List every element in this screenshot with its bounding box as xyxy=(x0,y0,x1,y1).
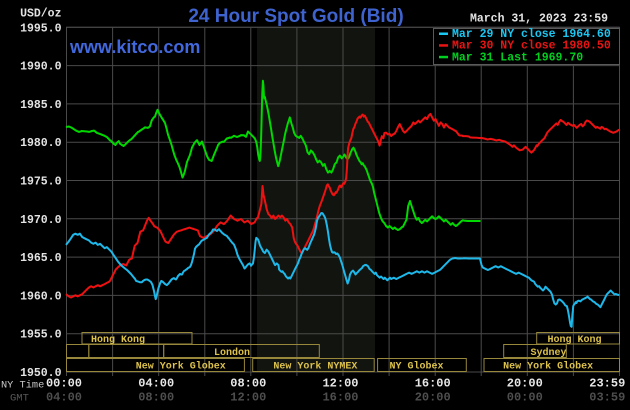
svg-text:04:00: 04:00 xyxy=(46,391,82,405)
svg-text:24 Hour Spot Gold (Bid): 24 Hour Spot Gold (Bid) xyxy=(188,6,403,27)
svg-text:New York Globex: New York Globex xyxy=(136,360,226,372)
svg-text:12:00: 12:00 xyxy=(230,391,266,405)
svg-text:March 31, 2023 23:59: March 31, 2023 23:59 xyxy=(470,13,608,26)
svg-text:00:00: 00:00 xyxy=(46,377,82,391)
svg-text:GMT: GMT xyxy=(10,392,29,404)
svg-text:Sydney: Sydney xyxy=(530,347,566,359)
svg-text:1965.0: 1965.0 xyxy=(20,252,62,265)
svg-text:1995.0: 1995.0 xyxy=(20,22,62,35)
svg-text:Mar 30 NY close 1980.50: Mar 30 NY close 1980.50 xyxy=(452,40,611,53)
svg-text:www.kitco.com: www.kitco.com xyxy=(69,37,200,57)
svg-text:USD/oz: USD/oz xyxy=(20,8,62,21)
svg-text:1960.0: 1960.0 xyxy=(20,290,62,303)
svg-text:Mar 31 Last 1969.70: Mar 31 Last 1969.70 xyxy=(452,51,583,64)
svg-text:Hong Kong: Hong Kong xyxy=(91,335,145,346)
svg-text:08:00: 08:00 xyxy=(230,377,266,391)
svg-text:20:00: 20:00 xyxy=(507,377,543,391)
svg-text:1950.0: 1950.0 xyxy=(20,367,62,380)
svg-text:Mar 29 NY close 1964.60: Mar 29 NY close 1964.60 xyxy=(452,28,611,41)
svg-text:New York NYMEX: New York NYMEX xyxy=(273,360,357,372)
svg-text:16:00: 16:00 xyxy=(415,377,451,391)
svg-text:Hong Kong: Hong Kong xyxy=(547,335,601,346)
svg-text:16:00: 16:00 xyxy=(322,391,358,405)
svg-text:20:00: 20:00 xyxy=(415,391,451,405)
svg-text:23:59: 23:59 xyxy=(589,377,625,391)
svg-text:New York Globex: New York Globex xyxy=(503,360,593,372)
svg-text:04:00: 04:00 xyxy=(138,377,174,391)
svg-text:1990.0: 1990.0 xyxy=(20,61,62,74)
svg-text:London: London xyxy=(214,347,250,359)
svg-text:1985.0: 1985.0 xyxy=(20,99,62,112)
svg-text:1955.0: 1955.0 xyxy=(20,329,62,342)
svg-text:03:59: 03:59 xyxy=(589,391,625,405)
svg-text:1970.0: 1970.0 xyxy=(20,214,62,227)
svg-text:08:00: 08:00 xyxy=(138,391,174,405)
svg-text:NY Time: NY Time xyxy=(1,379,44,391)
svg-text:1975.0: 1975.0 xyxy=(20,176,62,189)
svg-text:NY Globex: NY Globex xyxy=(389,360,443,372)
svg-text:00:00: 00:00 xyxy=(507,391,543,405)
svg-text:1980.0: 1980.0 xyxy=(20,137,62,150)
svg-text:12:00: 12:00 xyxy=(322,377,358,391)
